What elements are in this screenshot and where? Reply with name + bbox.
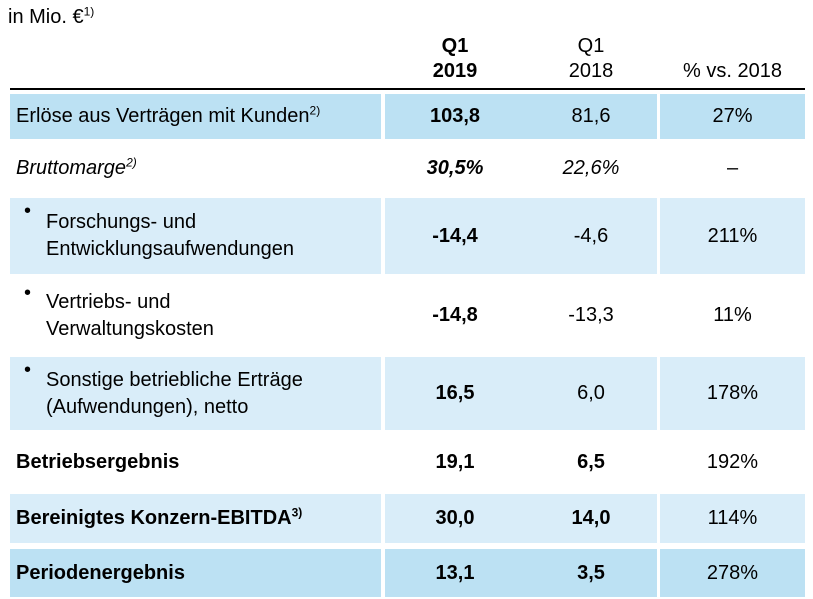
footnote-marker: 2) (126, 155, 137, 170)
column-gap (381, 549, 385, 597)
row-label: Bruttomarge2) (16, 155, 137, 179)
value-pct-vs-2018: 114% (660, 494, 805, 543)
column-gap (657, 145, 660, 192)
row-label-cell: Betriebsergebnis (10, 436, 381, 488)
value-q1-2018: 3,5 (525, 549, 657, 597)
column-gap (657, 436, 660, 488)
column-gap (657, 549, 660, 597)
table-header-row: Q1 2019 Q1 2018 % vs. 2018 (10, 28, 805, 86)
header-rule (10, 88, 805, 90)
table-row-bruttomarge: Bruttomarge2) 30,5% 22,6% – (10, 145, 805, 192)
table-row-periodenergebnis: Periodenergebnis 13,1 3,5 278% (10, 549, 805, 597)
value-pct-vs-2018: 192% (660, 436, 805, 488)
column-header-q1-2018-line1: Q1 (577, 35, 605, 57)
value-q1-2019: -14,4 (385, 198, 525, 274)
column-gap (381, 494, 385, 543)
column-gap (657, 94, 660, 139)
row-label: Betriebsergebnis (16, 450, 180, 473)
value-pct-vs-2018: 211% (660, 198, 805, 274)
column-gap (381, 198, 385, 274)
table-row-erloese: Erlöse aus Verträgen mit Kunden2) 103,8 … (10, 94, 805, 139)
column-gap (381, 280, 385, 351)
value-q1-2019: 19,1 (385, 436, 525, 488)
value-q1-2018: 14,0 (525, 494, 657, 543)
row-label-cell: Sonstige betriebliche Erträge (Aufwendun… (10, 357, 381, 430)
bullet-icon (16, 198, 46, 225)
table-row-forschung: Forschungs- und Entwicklungsaufwendungen… (10, 198, 805, 274)
value-q1-2019: 16,5 (385, 357, 525, 430)
value-q1-2018: 6,0 (525, 357, 657, 430)
column-gap (657, 494, 660, 543)
column-gap (657, 198, 660, 274)
table-row-sonstige: Sonstige betriebliche Erträge (Aufwendun… (10, 357, 805, 430)
row-label: Vertriebs- und Verwaltungskosten (46, 290, 214, 340)
value-q1-2019: 30,5% (385, 145, 525, 192)
footnote-marker: 3) (291, 505, 303, 520)
row-label-cell: Periodenergebnis (10, 549, 381, 597)
row-label: Bereinigtes Konzern-EBITDA3) (16, 505, 303, 529)
row-label-cell: Forschungs- und Entwicklungsaufwendungen (10, 198, 381, 274)
column-header-q1-2019-line2: 2019 (432, 60, 478, 82)
column-header-q1-2018: Q1 2018 (525, 34, 657, 86)
column-gap (657, 280, 660, 351)
column-header-q1-2018-line2: 2018 (568, 60, 614, 82)
table-row-betriebsergebnis: Betriebsergebnis 19,1 6,5 192% (10, 436, 805, 488)
value-q1-2018: -13,3 (525, 280, 657, 351)
value-q1-2018: 6,5 (525, 436, 657, 488)
row-label-cell: Bereinigtes Konzern-EBITDA3) (10, 494, 381, 543)
row-label: Sonstige betriebliche Erträge (Aufwendun… (46, 368, 303, 418)
row-label-cell: Vertriebs- und Verwaltungskosten (10, 280, 381, 351)
value-q1-2019: -14,8 (385, 280, 525, 351)
value-q1-2019: 103,8 (385, 94, 525, 139)
value-pct-vs-2018: 11% (660, 280, 805, 351)
table-unit-title: in Mio. €1) (8, 5, 94, 29)
value-pct-vs-2018: 27% (660, 94, 805, 139)
value-q1-2019: 30,0 (385, 494, 525, 543)
footnote-marker-title: 1) (83, 4, 95, 19)
value-q1-2018: -4,6 (525, 198, 657, 274)
table-unit-text: in Mio. € (8, 6, 84, 28)
value-pct-vs-2018: 278% (660, 549, 805, 597)
value-q1-2018: 22,6% (525, 145, 657, 192)
column-gap (657, 357, 660, 430)
table-row-ebitda: Bereinigtes Konzern-EBITDA3) 30,0 14,0 1… (10, 494, 805, 543)
row-label: Forschungs- und Entwicklungsaufwendungen (46, 211, 294, 260)
column-gap (381, 436, 385, 488)
value-pct-vs-2018: – (660, 145, 805, 192)
footnote-marker: 2) (309, 103, 321, 118)
bullet-icon (16, 280, 46, 307)
bullet-icon (16, 357, 46, 384)
table-row-vertrieb: Vertriebs- und Verwaltungskosten -14,8 -… (10, 280, 805, 351)
table-body: Erlöse aus Verträgen mit Kunden2) 103,8 … (10, 94, 805, 597)
column-header-pct-vs-2018: % vs. 2018 (683, 60, 782, 82)
value-q1-2018: 81,6 (525, 94, 657, 139)
row-label-cell: Bruttomarge2) (10, 145, 381, 192)
column-header-q1-2019-line1: Q1 (441, 35, 469, 57)
column-header-q1-2019: Q1 2019 (385, 34, 525, 86)
row-label: Periodenergebnis (16, 561, 185, 584)
row-label: Erlöse aus Verträgen mit Kunden2) (16, 103, 321, 127)
column-gap (381, 94, 385, 139)
value-q1-2019: 13,1 (385, 549, 525, 597)
row-label-cell: Erlöse aus Verträgen mit Kunden2) (10, 94, 381, 139)
column-gap (381, 357, 385, 430)
column-gap (381, 145, 385, 192)
value-pct-vs-2018: 178% (660, 357, 805, 430)
